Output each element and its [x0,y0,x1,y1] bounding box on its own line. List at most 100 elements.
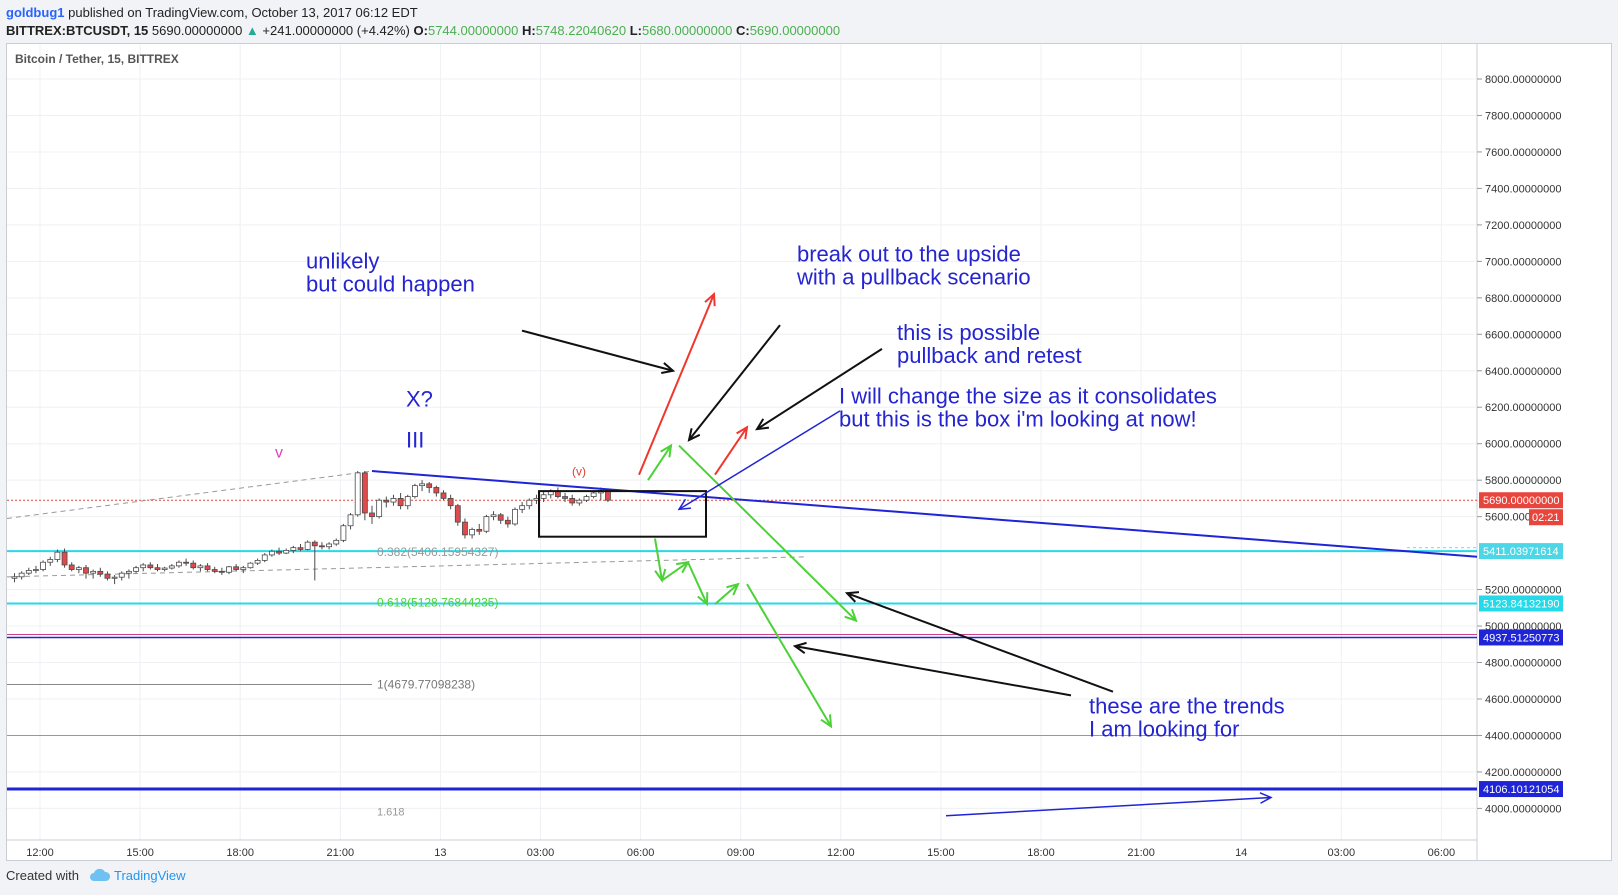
candle-body [47,559,54,563]
candle-body [61,551,68,566]
close-label: C: [735,23,750,38]
candle-body [90,570,97,574]
candle-body [197,565,204,569]
annotation-text: pullback and retest [897,343,1082,368]
y-tick-label: 7000.00000000 [1485,256,1561,268]
black-arrow-possible-shaft [756,348,883,430]
candle-body [469,529,476,536]
candle-body [83,567,89,574]
close-value: 5690.00000000 [749,23,841,38]
y-tick-label: 6000.00000000 [1485,439,1561,451]
candle-body [447,498,454,507]
black-arrow-trend-2 [792,641,1072,697]
candle-body [562,496,568,499]
candle-body [354,472,361,516]
y-tick-label: 6800.00000000 [1485,293,1561,305]
red-arrow-up-small-head [736,425,749,440]
y-tick-label: 8000.00000000 [1485,74,1561,86]
green-arrow-1 [647,443,673,481]
x-tick-label: 03:00 [1328,847,1356,859]
level-badge-2-text: 5123.84132190 [1483,598,1559,610]
price-chart[interactable]: 8000.00000000 7800.00000000 7600.00000000 7… [7,44,1611,860]
black-arrow-trend-1 [844,591,1114,693]
level-badge-1-text: 5411.03971614 [1483,546,1559,558]
wave-label-v: v [275,444,283,461]
blue-arrow-box-shaft [678,410,841,510]
y-tick-label: 7200.00000000 [1485,220,1561,232]
candle-body [190,562,197,569]
candle-body [226,566,232,573]
candle-body [361,472,368,514]
green-arrow-1-head [660,443,673,458]
created-with-label: Created with [6,868,79,883]
green-arrow-5 [687,561,709,607]
candle-body [18,572,25,578]
y-tick-label: 4600.00000000 [1485,694,1561,706]
black-arrow-breakout [687,324,781,442]
candle-body [504,519,511,525]
blue-arrow-bottom [945,792,1273,817]
candle-body [25,570,32,574]
annotation-text: but could happen [306,272,475,297]
ohlc-line: BITTREX:BTCUSDT, 15 5690.00000000 ▲ +241… [6,22,840,40]
candle-body [590,492,597,497]
candle-body [419,483,425,487]
annotation-text: unlikely [306,249,379,274]
candle-body [304,541,311,550]
candle-body [411,485,418,497]
countdown-text: 02:21 [1532,512,1560,524]
level-badge-3-text: 4937.51250773 [1483,632,1559,644]
fib-label-clipped: 1.618 [377,807,405,819]
up-triangle-icon: ▲ [245,23,259,38]
black-arrow-breakout-shaft [688,324,781,441]
x-tick-label: 18:00 [1027,847,1055,859]
fib-label: 1(4679.77098238) [377,677,475,691]
annotation-text: break out to the upside [797,241,1021,266]
x-tick-label: 09:00 [727,847,755,859]
green-arrow-2-shaft [678,444,857,622]
candle-body [290,547,297,551]
x-tick-label: 06:00 [1428,847,1456,859]
fib-label: 0.382(5406.15954327) [377,545,498,559]
y-tick-label: 7600.00000000 [1485,147,1561,159]
x-tick-label: 21:00 [1127,847,1155,859]
publish-info: published on TradingView.com, October 13… [68,5,418,20]
green-arrow-6-head [726,582,740,596]
candle-body [218,570,225,573]
blue-arrow-box-head [677,498,692,511]
black-arrow-trend-1-shaft [846,592,1114,693]
tradingview-link[interactable]: TradingView [114,868,186,883]
x-tick-label: 06:00 [627,847,655,859]
green-arrow-3 [654,538,667,583]
candle-body [569,498,576,504]
candle-body [490,514,497,518]
y-tick-label: 4400.00000000 [1485,730,1561,742]
level-badge-4-bg [1479,781,1563,798]
candle-body [254,560,261,564]
candle-body [383,499,390,503]
chart-title: Bitcoin / Tether, 15, BITTREX [15,52,179,66]
y-tick-label: 6200.00000000 [1485,402,1561,414]
candle-body [33,569,39,571]
current-price-badge-bg [1479,492,1563,509]
candle-body [126,570,132,574]
candle-body [347,514,354,527]
symbol-label: BITTREX:BTCUSDT, 15 [6,23,149,38]
green-arrow-7 [746,583,833,729]
annotation-text: this is possible [897,320,1040,345]
green-arrow-5-head [697,592,709,607]
author-link[interactable]: goldbug1 [6,5,65,20]
open-value: 5744.00000000 [427,23,519,38]
blue-arrow-box [677,410,841,511]
chart-panel[interactable]: 8000.00000000 7800.00000000 7600.00000000 7… [6,43,1612,861]
y-tick-label: 7400.00000000 [1485,183,1561,195]
last-price: 5690.00000000 [151,23,243,38]
candle-body [540,494,547,499]
candle-body [512,508,518,525]
publish-line: goldbug1 published on TradingView.com, O… [6,4,840,22]
green-arrow-1-shaft [647,444,672,481]
y-tick-label: 7800.00000000 [1485,110,1561,122]
red-arrow-up-large-head [704,292,716,307]
tradingview-cloud-icon [89,868,111,885]
candle-body [54,551,61,560]
